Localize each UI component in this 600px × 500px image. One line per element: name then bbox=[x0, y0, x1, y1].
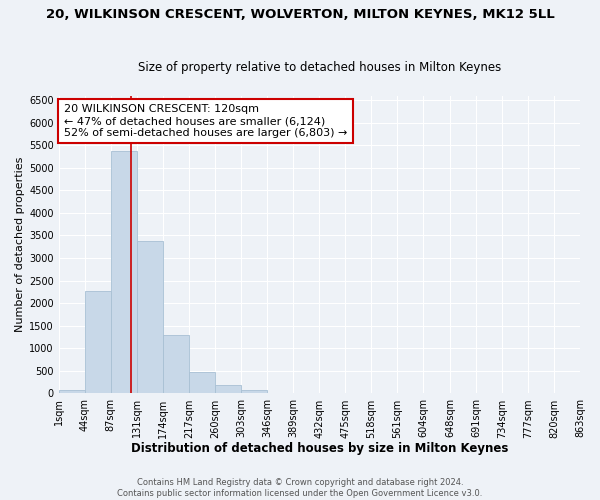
Bar bbox=[241, 390, 268, 394]
Bar bbox=[190, 372, 215, 394]
Bar bbox=[111, 152, 137, 394]
Bar bbox=[137, 242, 163, 394]
Text: 20, WILKINSON CRESCENT, WOLVERTON, MILTON KEYNES, MK12 5LL: 20, WILKINSON CRESCENT, WOLVERTON, MILTO… bbox=[46, 8, 554, 20]
Y-axis label: Number of detached properties: Number of detached properties bbox=[15, 157, 25, 332]
X-axis label: Distribution of detached houses by size in Milton Keynes: Distribution of detached houses by size … bbox=[131, 442, 508, 455]
Title: Size of property relative to detached houses in Milton Keynes: Size of property relative to detached ho… bbox=[138, 60, 501, 74]
Bar bbox=[85, 290, 111, 394]
Text: 20 WILKINSON CRESCENT: 120sqm
← 47% of detached houses are smaller (6,124)
52% o: 20 WILKINSON CRESCENT: 120sqm ← 47% of d… bbox=[64, 104, 347, 138]
Bar bbox=[163, 335, 190, 394]
Bar bbox=[59, 390, 85, 394]
Bar bbox=[215, 384, 241, 394]
Text: Contains HM Land Registry data © Crown copyright and database right 2024.
Contai: Contains HM Land Registry data © Crown c… bbox=[118, 478, 482, 498]
